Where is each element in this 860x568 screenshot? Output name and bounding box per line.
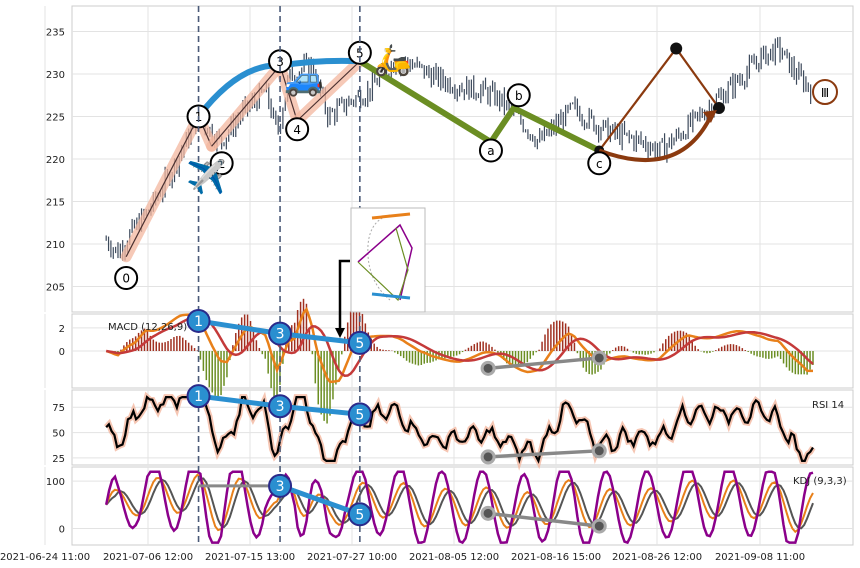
inset-curve-3: [357, 227, 409, 302]
prediction-peak-dot: [670, 42, 683, 55]
annotations: 1 3 5 1 3 5 3 5: [186, 6, 607, 545]
prediction-arrowhead: [702, 110, 717, 123]
low-divergence-dot: [591, 350, 607, 366]
y-tick-label: 215: [46, 198, 65, 209]
inset-connector-arrow: [335, 328, 345, 338]
low-divergence-dot: [591, 443, 607, 459]
prediction-curve: [598, 115, 713, 162]
divergence-badge-label: 1: [194, 314, 203, 330]
inset-curve-2: [357, 223, 413, 301]
divergence-badge: [268, 394, 293, 419]
wave-label-circle: [587, 151, 612, 176]
x-tick-label: 2021-09-08 11:00: [715, 552, 805, 563]
divergence-badge-label: 3: [276, 479, 285, 495]
wave-label-circle: [209, 151, 234, 176]
wave-label: 2: [218, 157, 226, 171]
wave-label-circle: [506, 83, 531, 108]
impulse-segment: [279, 65, 298, 121]
impulse-segment: [211, 65, 281, 147]
divergence-badge: [347, 330, 372, 355]
low-divergence-line: [487, 356, 600, 371]
x-tick-label: 2021-08-16 15:00: [511, 552, 601, 563]
divergence-badge: [347, 502, 372, 527]
macd-label: MACD (12,26,9): [108, 322, 187, 333]
wave-label: b: [515, 89, 523, 103]
x-tick-label: 2021-07-15 13:00: [205, 552, 295, 563]
y-tick-label: 25: [52, 454, 65, 465]
x-tick-label: 2021-06-24 11:00: [0, 552, 90, 563]
divergence-badge-label: 5: [355, 507, 364, 523]
divergence-badge: [268, 473, 293, 498]
y-tick-label: 0: [59, 524, 65, 535]
y-tick-label: 225: [46, 113, 65, 124]
divergence-badge: [186, 384, 211, 409]
divergence-badge-label: 5: [355, 336, 364, 352]
low-divergence-dot: [480, 449, 496, 465]
divergence-badge: [268, 321, 293, 346]
divergence-badge-label: 1: [194, 389, 203, 405]
wave-iii-badge: [812, 79, 838, 105]
y-tick-label: 205: [46, 283, 65, 294]
divergence-badge: [186, 308, 211, 333]
macd-signal-line: [105, 314, 814, 377]
scooter-icon: 🛵: [374, 43, 411, 78]
wave-label-circle: [478, 138, 503, 163]
wave-iii-label: Ⅲ: [821, 86, 829, 100]
wave-label-circle: [285, 117, 310, 142]
y-tick-label: 75: [52, 403, 65, 414]
impulse-segment: [296, 60, 361, 122]
divergence-badge: [347, 402, 372, 427]
wave-label: c: [596, 157, 603, 171]
axis-labels: 2021-06-24 11:00 2021-07-06 12:00 2021-07-…: [0, 28, 805, 564]
indicator-panels: [104, 298, 816, 545]
rsi-line: [105, 395, 814, 464]
low-divergence-line: [488, 449, 600, 459]
correction-wave: [358, 58, 601, 154]
divergence-badge-label: 5: [355, 407, 364, 423]
x-tick-label: 2021-07-06 12:00: [103, 552, 193, 563]
low-divergence-dot: [480, 505, 496, 521]
y-tick-label: 50: [52, 429, 65, 440]
elliott-waves: Ⅲ012345abc: [114, 40, 838, 290]
kdj-j-line: [104, 470, 814, 545]
low-divergence-dot: [480, 360, 496, 376]
low-divergence-line: [487, 511, 600, 528]
inset-connector: [338, 259, 350, 330]
y-tick-label: 220: [46, 155, 65, 166]
y-tick-label: 100: [46, 477, 65, 488]
wave-label-circle: [114, 266, 139, 290]
y-tick-label: 0: [59, 347, 65, 358]
y-tick-label: 230: [46, 70, 65, 81]
macd-line: [105, 306, 813, 384]
divergence-badge-label: 3: [276, 327, 285, 343]
rsi-label: RSI 14: [812, 400, 844, 411]
impulse-segment: [125, 116, 200, 258]
plane-icon: ✈️: [186, 158, 226, 196]
wave-label: 4: [293, 123, 301, 137]
wave-label: a: [487, 144, 494, 158]
divergence-badge-label: 3: [276, 399, 285, 415]
y-tick-label: 2: [59, 324, 65, 335]
indicator-divergence-line: [279, 483, 361, 517]
x-tick-label: 2021-08-26 12:00: [612, 552, 702, 563]
car-icon: 🚙: [284, 60, 324, 98]
wave-label: 5: [356, 46, 364, 60]
inset-mark-top: [371, 212, 411, 220]
wave-label: 0: [122, 272, 130, 286]
inset-mark-bottom: [371, 292, 411, 300]
low-divergence-dot: [591, 518, 607, 534]
y-tick-label: 210: [46, 240, 65, 251]
y-tick-label: 235: [46, 28, 65, 39]
kdj-label: KDJ (9,3,3): [793, 476, 847, 487]
x-tick-label: 2021-07-27 10:00: [307, 552, 397, 563]
x-tick-label: 2021-08-05 12:00: [409, 552, 499, 563]
